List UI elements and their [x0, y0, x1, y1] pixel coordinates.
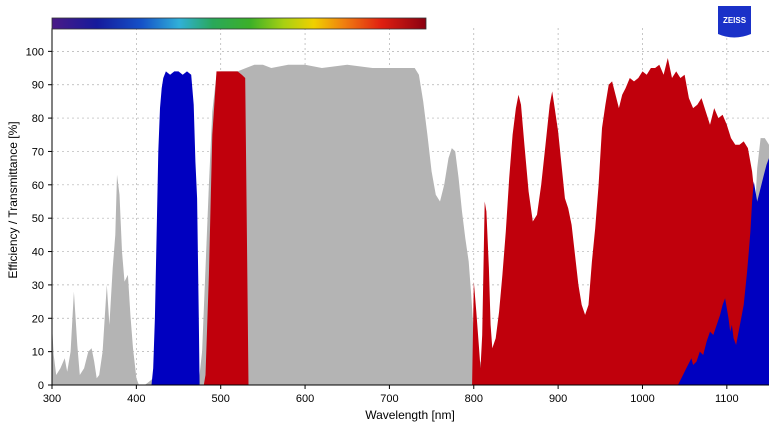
zeiss-logo: ZEISS [718, 6, 751, 38]
x-tick-label: 400 [127, 393, 145, 405]
y-tick-label: 60 [32, 180, 44, 192]
series-area-3 [151, 71, 769, 386]
x-tick-label: 500 [212, 393, 230, 405]
tick-labels: 300 400 500 600 700 800 900 1000 1100 0 10 20 30 40 50… [26, 46, 739, 405]
spectrum-colorbar [51, 17, 427, 30]
x-tick-label: 700 [380, 393, 398, 405]
x-tick-label: 1000 [630, 393, 654, 405]
axes [51, 28, 769, 386]
y-tick-label: 40 [32, 247, 44, 259]
y-tick-label: 70 [32, 146, 44, 158]
y-tick-label: 30 [32, 280, 44, 292]
y-tick-label: 100 [26, 46, 44, 58]
series-area-2 [195, 58, 763, 385]
y-tick-label: 90 [32, 80, 44, 92]
x-tick-label: 900 [549, 393, 567, 405]
x-tick-label: 800 [465, 393, 483, 405]
y-tick-label: 50 [32, 213, 44, 225]
y-tick-label: 20 [32, 313, 44, 325]
logo-text: ZEISS [723, 16, 747, 25]
y-tick-label: 80 [32, 113, 44, 125]
y-tick-label: 10 [32, 347, 44, 359]
y-tick-label: 0 [38, 380, 44, 392]
plot-area [52, 58, 769, 386]
x-tick-label: 1100 [715, 393, 739, 405]
y-axis-title: Efficiency / Transmittance [%] [6, 121, 20, 278]
x-tick-label: 600 [296, 393, 314, 405]
x-tick-label: 300 [43, 393, 61, 405]
x-axis-title: Wavelength [nm] [365, 408, 455, 422]
